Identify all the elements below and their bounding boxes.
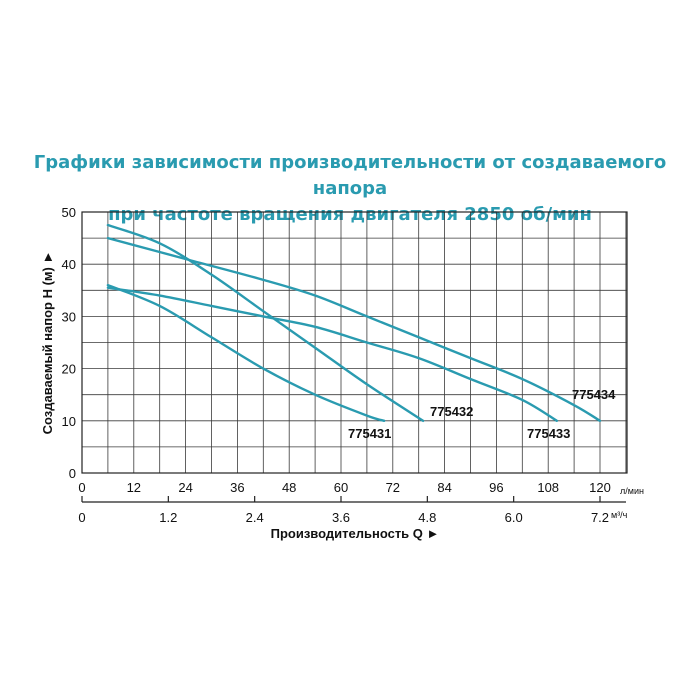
y-tick-label: 20 — [62, 362, 76, 377]
x2-tick-label: 4.8 — [418, 510, 436, 525]
x2-tick-label: 2.4 — [246, 510, 264, 525]
x2-tick-label: 7.2 — [591, 510, 609, 525]
chart-subtitle: при частоте вращения двигателя 2850 об/м… — [108, 204, 592, 225]
x-tick-label: 72 — [386, 480, 400, 495]
series-curve-775431 — [106, 283, 386, 422]
plot-frame — [81, 211, 628, 474]
x-unit-label: л/мин — [620, 486, 644, 496]
series-label-775431: 775431 — [348, 426, 391, 441]
series-label-775432: 775432 — [430, 404, 473, 419]
x2-unit-label: м³/ч — [611, 510, 628, 520]
x-tick-label: 120 — [589, 480, 611, 495]
x-tick-label: 84 — [437, 480, 451, 495]
x2-tick-labels: 0 1.2 2.4 3.6 4.8 6.0 7.2 — [78, 496, 609, 525]
y-tick-label: 10 — [62, 414, 76, 429]
x-tick-label: 60 — [334, 480, 348, 495]
x-tick-label: 12 — [127, 480, 141, 495]
series-label-775433: 775433 — [527, 426, 570, 441]
x-tick-label: 96 — [489, 480, 503, 495]
x2-tick-label: 3.6 — [332, 510, 350, 525]
y-tick-label: 0 — [69, 466, 76, 481]
x-axis-label: Производительность Q ► — [271, 526, 440, 541]
x2-tick-label: 0 — [78, 510, 85, 525]
x2-tick-label: 1.2 — [159, 510, 177, 525]
series-label-775434: 775434 — [572, 387, 616, 402]
y-axis-label: Создаваемый напор H (м) ► — [40, 251, 55, 435]
chart-title: Графики зависимости производительности о… — [33, 152, 667, 199]
series-labels: 775431 775432 775433 775434 — [348, 387, 616, 441]
x-tick-label: 24 — [178, 480, 192, 495]
y-tick-label: 40 — [62, 257, 76, 272]
grid — [82, 212, 627, 473]
x-tick-label: 0 — [78, 480, 85, 495]
x-tick-label: 48 — [282, 480, 296, 495]
series-curve-775434 — [106, 236, 602, 422]
series-curve-775433 — [106, 286, 559, 422]
x2-tick-label: 6.0 — [505, 510, 523, 525]
x-tick-label: 36 — [230, 480, 244, 495]
y-tick-label: 50 — [62, 205, 76, 220]
y-tick-label: 30 — [62, 309, 76, 324]
y-tick-labels: 0 10 20 30 40 50 — [62, 205, 76, 481]
series-curve-775432 — [106, 223, 425, 422]
chart-title-block: Графики зависимости производительности о… — [0, 150, 700, 228]
curves — [106, 223, 602, 422]
x-tick-labels: 0 12 24 36 48 60 72 84 96 108 120 — [78, 480, 610, 495]
x-tick-label: 108 — [537, 480, 559, 495]
